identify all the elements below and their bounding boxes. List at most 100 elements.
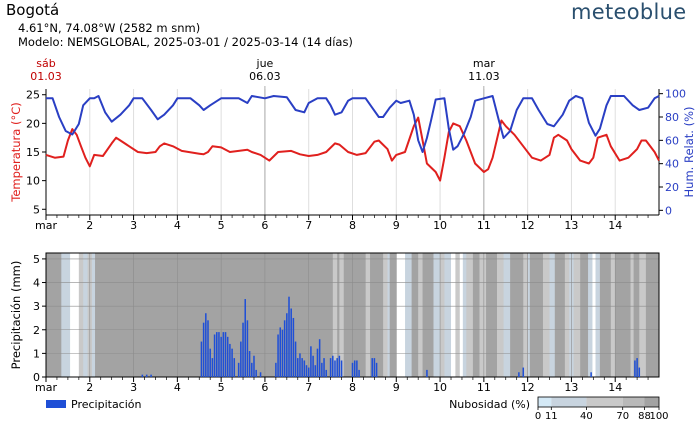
lower-x-tick-label: 12 — [521, 381, 535, 394]
cloud-cover-segment — [510, 253, 524, 377]
cloud-cover-segment — [580, 253, 589, 377]
cloud-cover-segment — [83, 253, 88, 377]
precipitation-bar — [251, 362, 253, 377]
temperature-axis-title: Temperatura (°C) — [9, 102, 23, 202]
cloud-cover-scale-label: 0 — [535, 411, 541, 421]
humidity-tick-label: 0 — [665, 204, 672, 217]
humidity-line — [46, 95, 660, 153]
cloud-cover-segment — [343, 253, 367, 377]
cloud-cover-segment — [422, 253, 434, 377]
cloud-cover-scale-label: 40 — [580, 411, 593, 421]
precip-tick-label: 3 — [33, 300, 40, 313]
precipitation-bar — [286, 313, 288, 377]
precipitation-bar — [288, 296, 290, 377]
precipitation-bar — [255, 369, 257, 377]
cloud-cover-segment — [61, 253, 71, 377]
lower-x-tick-label: 11 — [477, 381, 491, 394]
precipitation-bar — [283, 320, 286, 377]
date-marker-date: 01.03 — [30, 70, 62, 83]
precip-tick-label: 4 — [33, 277, 40, 290]
precipitation-bar — [373, 358, 376, 377]
upper-x-tick-label: 14 — [608, 219, 622, 232]
lower-x-tick-label: 3 — [130, 381, 137, 394]
humidity-tick-label: 20 — [665, 181, 679, 194]
cloud-cover-segment — [459, 253, 464, 377]
precipitation-bar — [634, 360, 636, 377]
precipitation-bar — [318, 339, 321, 377]
cloud-cover-segment — [383, 253, 388, 377]
lower-x-tick-label: 14 — [608, 381, 622, 394]
precipitation-bar — [301, 358, 303, 377]
cloud-cover-scale-frame — [537, 396, 660, 408]
temperature-line — [45, 116, 660, 182]
cloud-cover-segment — [433, 253, 441, 377]
precipitation-bar — [279, 327, 282, 377]
precip-tick-label: 0 — [33, 371, 40, 384]
cloud-cover-segment — [337, 253, 340, 377]
precipitation-bar — [336, 358, 338, 377]
humidity-tick-label: 80 — [665, 111, 679, 124]
precip-tick-label: 2 — [33, 324, 40, 337]
cloud-cover-segment — [633, 253, 640, 377]
precipitation-bar — [522, 367, 525, 377]
precipitation-bar — [305, 365, 308, 377]
precip-tick-label: 1 — [33, 347, 40, 360]
precipitation-legend-label: Precipitación — [71, 398, 142, 411]
cloud-cover-segment — [554, 253, 566, 377]
precipitation-bar — [233, 358, 236, 377]
humidity-axis-title: Hum. Relat. (%) — [682, 107, 696, 198]
date-marker-weekday: jue — [256, 57, 274, 70]
date-marker-date: 11.03 — [468, 70, 500, 83]
precipitation-bar — [340, 360, 343, 377]
cloud-cover-scale-band — [586, 397, 623, 407]
cloud-cover-segment — [389, 253, 397, 377]
precipitation-bar — [297, 358, 299, 377]
humidity-tick-label: 40 — [665, 158, 679, 171]
lower-x-tick-label: 7 — [305, 381, 312, 394]
precipitation-bar — [224, 332, 227, 377]
precipitation-bar — [220, 336, 222, 377]
precipitation-bar — [310, 346, 312, 377]
precipitation-bar — [246, 320, 249, 377]
precipitation-bar — [290, 308, 292, 377]
precipitation-bar — [636, 358, 638, 377]
cloud-cover-scale-band — [551, 397, 587, 407]
cloud-cover-segment — [365, 253, 371, 377]
date-marker-weekday: mar — [473, 57, 495, 70]
cloud-cover-segment — [466, 253, 474, 377]
cloud-cover-segment — [645, 253, 660, 377]
precipitation-bar — [638, 367, 641, 377]
temperature-tick-label: 20 — [26, 117, 40, 130]
precipitation-bar — [351, 362, 354, 377]
cloud-cover-segment — [462, 253, 467, 377]
cloud-cover-segment — [418, 253, 423, 377]
precipitation-bar — [275, 362, 277, 377]
cloud-cover-segment — [486, 253, 498, 377]
precipitation-bar — [375, 362, 378, 377]
precipitation-bar — [244, 299, 246, 377]
location-coordinates: 4.61°N, 74.08°W (2582 m snm) — [18, 21, 201, 35]
temperature-humidity-chart: sáb01.03jue06.03mar11.03510152025Tempera… — [9, 57, 696, 232]
precipitation-bar — [356, 360, 358, 377]
upper-x-tick-label: 8 — [349, 219, 356, 232]
temperature-tick-label: 5 — [33, 203, 40, 216]
lower-x-tick-label: 13 — [564, 381, 578, 394]
precipitation-bar — [307, 367, 310, 377]
date-marker-weekday: sáb — [36, 57, 55, 70]
cloud-cover-segment — [405, 253, 413, 377]
precipitation-bar — [316, 348, 319, 377]
cloud-cover-segment — [639, 253, 647, 377]
precipitation-bar — [200, 341, 203, 377]
lower-x-tick-label: 8 — [349, 381, 356, 394]
precipitation-bar — [253, 355, 255, 377]
cloud-cover-segment — [549, 253, 556, 377]
precipitation-bar — [259, 372, 262, 377]
date-marker-date: 06.03 — [249, 70, 281, 83]
humidity-tick-label: 60 — [665, 134, 679, 147]
precipitation-bar — [338, 355, 341, 377]
lower-x-tick-label: 4 — [174, 381, 181, 394]
precipitation-bar — [353, 360, 356, 377]
cloud-cover-scale-label: 88 — [638, 411, 651, 421]
cloud-cover-segment — [615, 253, 631, 377]
